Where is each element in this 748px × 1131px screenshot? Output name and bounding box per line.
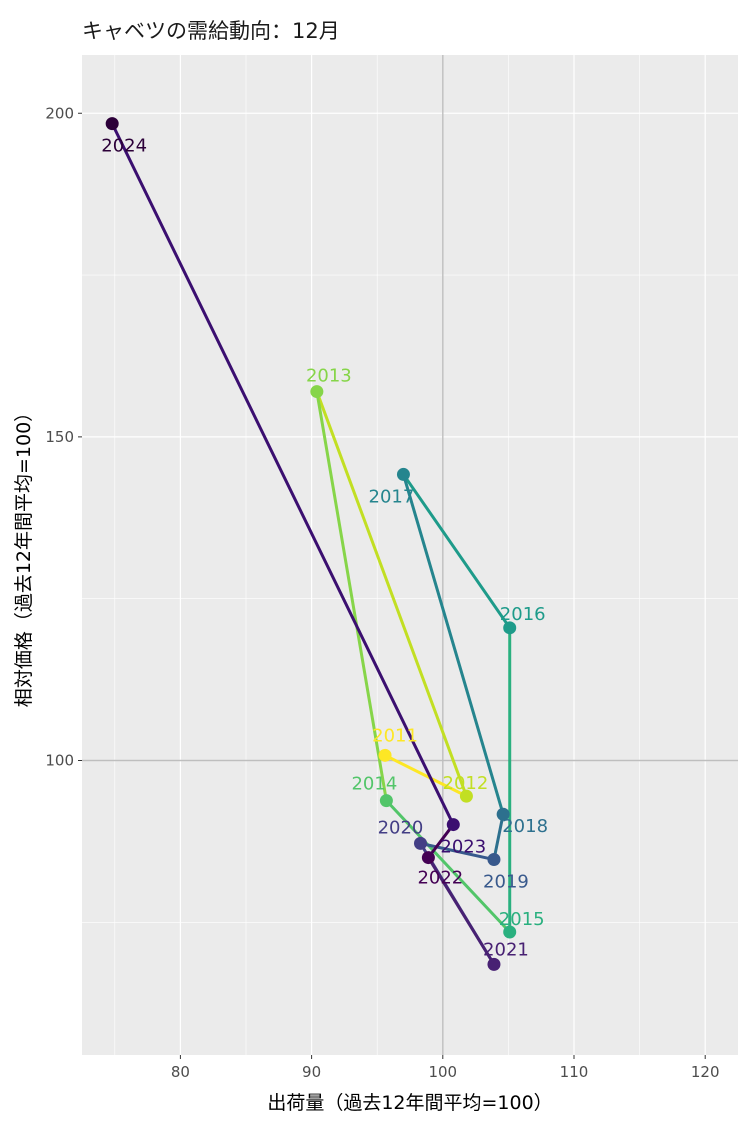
point-2024 (105, 117, 119, 131)
segment-2018-2019 (492, 812, 505, 862)
label-2011: 2011 (372, 725, 418, 746)
data-points (105, 117, 517, 971)
point-2017 (396, 467, 410, 481)
label-2013: 2013 (306, 366, 352, 387)
chart-title: キャベツの需給動向：12月 (82, 19, 340, 43)
label-2017: 2017 (369, 486, 415, 507)
label-2019: 2019 (483, 872, 529, 893)
plot-panel (82, 55, 738, 1055)
point-2022 (421, 851, 435, 865)
label-2021: 2021 (483, 939, 529, 960)
trajectory-lines (110, 122, 512, 966)
label-2020: 2020 (378, 817, 424, 838)
x-tick-label: 120 (691, 1063, 720, 1081)
label-2014: 2014 (351, 774, 397, 795)
x-axis-ticks: 80 90 100 110 120 (171, 1055, 720, 1081)
segment-2022-2023 (426, 823, 455, 860)
point-2011 (378, 748, 392, 762)
label-2018: 2018 (502, 816, 548, 837)
x-tick-label: 90 (302, 1063, 321, 1081)
segment-2013-2014 (315, 390, 388, 803)
reference-lines (82, 55, 738, 1055)
y-axis-ticks: 100 150 200 (45, 104, 82, 770)
segment-2012-2013 (315, 390, 468, 798)
segment-2017-2018 (401, 472, 505, 816)
point-2019 (487, 853, 501, 867)
point-2012 (459, 789, 473, 803)
segment-2011-2012 (383, 753, 468, 798)
point-2020 (413, 836, 427, 850)
label-2023: 2023 (440, 837, 486, 858)
y-axis-title: 相対価格（過去12年間平均=100） (13, 403, 35, 707)
point-2015 (503, 925, 517, 939)
point-2021 (487, 957, 501, 971)
point-2013 (310, 385, 324, 399)
point-2016 (503, 621, 517, 635)
label-2022: 2022 (417, 868, 463, 889)
point-2018 (496, 807, 510, 821)
segment-2023-2024 (110, 122, 455, 827)
y-tick-label: 200 (45, 104, 74, 122)
point-2014 (379, 794, 393, 808)
y-tick-label: 150 (45, 428, 74, 446)
y-tick-label: 100 (45, 752, 74, 770)
x-tick-label: 100 (428, 1063, 457, 1081)
label-2012: 2012 (443, 773, 489, 794)
x-tick-label: 80 (171, 1063, 190, 1081)
label-2024: 2024 (101, 136, 147, 157)
x-tick-label: 110 (560, 1063, 589, 1081)
label-2016: 2016 (500, 604, 546, 625)
point-labels: 2011 2012 2013 2014 2015 2016 2017 2018 2019 2020… (101, 136, 548, 961)
x-axis-title: 出荷量（過去12年間平均=100） (267, 1092, 552, 1114)
label-2015: 2015 (499, 909, 545, 930)
point-2023 (446, 818, 460, 832)
segment-2014-2015 (384, 799, 512, 934)
segment-2021-2022 (426, 856, 496, 966)
segment-2016-2017 (401, 472, 512, 630)
segment-2019-2020 (418, 841, 496, 862)
